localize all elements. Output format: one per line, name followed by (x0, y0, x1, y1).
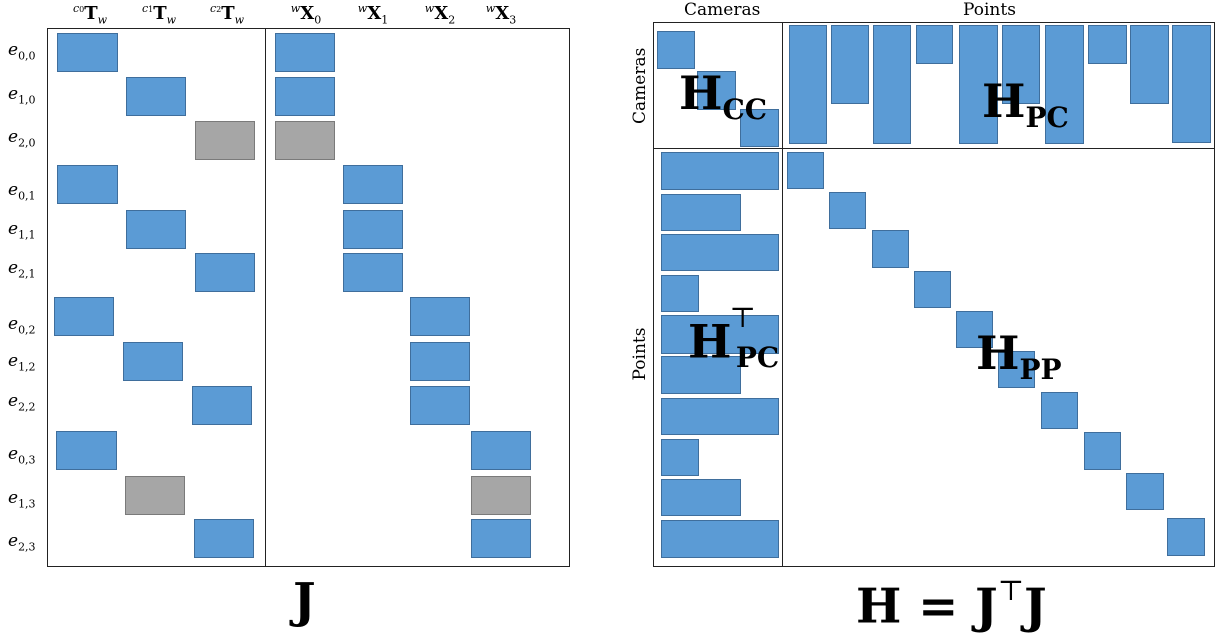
column-header-c2-tw: c2Tw (209, 2, 245, 27)
block-e23-point3 (471, 519, 531, 558)
block-e22-camera2 (192, 386, 252, 425)
row-label-e23: e2,3 (8, 531, 36, 554)
hpc-block-10 (1172, 25, 1211, 143)
hpc-block-6 (1002, 25, 1040, 104)
hpp-block-3 (872, 230, 909, 268)
hpp-block-7 (1041, 392, 1078, 429)
side-label-cameras: Cameras (630, 47, 650, 124)
hpc-block-2 (831, 25, 869, 104)
column-header-c1-tw: c1Tw (141, 2, 177, 27)
column-header-wx3: wX3 (485, 2, 517, 27)
hpct-block-1 (661, 152, 779, 190)
row-label-e21: e2,1 (8, 258, 36, 281)
hpct-block-6 (661, 356, 741, 394)
hpp-block-4 (914, 271, 951, 308)
hpct-block-2 (661, 194, 741, 231)
column-header-wx1: wX1 (357, 2, 389, 27)
block-e13-point3-missing (471, 476, 531, 515)
hpc-block-1 (789, 25, 827, 144)
row-label-e02: e0,2 (8, 314, 36, 337)
hpc-block-8 (1088, 25, 1127, 64)
hessian-vertical-divider (782, 22, 783, 567)
column-header-wx0: wX0 (290, 2, 322, 27)
hpct-block-9 (661, 479, 741, 516)
block-e03-point3 (471, 431, 531, 470)
hpc-block-3 (873, 25, 911, 144)
top-label-points: Points (963, 0, 1016, 20)
hcc-block-2 (697, 71, 736, 110)
hpp-block-2 (829, 192, 866, 229)
row-label-e10: e1,0 (8, 84, 36, 107)
hpp-block-10 (1167, 518, 1205, 556)
top-label-cameras: Cameras (684, 0, 761, 20)
row-label-e11: e1,1 (8, 219, 36, 242)
hcc-label: HCC (679, 66, 768, 126)
block-e01-camera0 (57, 165, 118, 204)
row-label-e12: e1,2 (8, 351, 36, 374)
hpc-block-5 (959, 25, 998, 144)
block-e12-camera1 (123, 342, 183, 381)
hessian-horizontal-divider (653, 148, 1215, 149)
block-e03-camera0 (56, 431, 117, 470)
block-e10-point0 (275, 77, 335, 116)
block-e12-point2 (410, 342, 470, 381)
hpct-block-8 (661, 439, 699, 476)
column-header-c0-tw: c0Tw (72, 2, 108, 27)
row-label-e22: e2,2 (8, 391, 36, 414)
row-label-e01: e0,1 (8, 180, 36, 203)
hcc-block-3 (740, 109, 779, 147)
hpc-block-7 (1045, 25, 1084, 144)
hcc-block-1 (657, 31, 695, 69)
row-label-e03: e0,3 (8, 444, 36, 467)
side-label-points: Points (630, 327, 650, 381)
hpct-block-7 (661, 398, 779, 435)
hpct-block-10 (661, 520, 779, 558)
block-e21-point1 (343, 253, 403, 292)
block-e21-camera2 (195, 253, 255, 292)
hpc-block-4 (916, 25, 953, 64)
column-header-wx2: wX2 (424, 2, 456, 27)
hpp-block-9 (1126, 473, 1164, 510)
block-e02-point2 (410, 297, 470, 336)
block-e11-point1 (343, 210, 403, 249)
row-label-e20: e2,0 (8, 127, 36, 150)
block-e13-camera1-missing (125, 476, 185, 515)
hpct-block-5 (661, 315, 779, 354)
hpp-block-8 (1084, 432, 1121, 470)
hpct-block-4 (661, 275, 699, 312)
hpp-label: HPP (976, 326, 1062, 386)
block-e00-camera0 (57, 33, 118, 72)
hpct-block-3 (661, 234, 779, 271)
block-e00-point0 (275, 33, 335, 72)
hpp-block-5 (956, 311, 993, 348)
jacobian-frame (47, 28, 570, 567)
row-label-e00: e0,0 (8, 40, 36, 63)
block-e20-camera2-missing (195, 121, 255, 160)
hpct-label: H⊤PC (688, 301, 780, 375)
block-e11-camera1 (126, 210, 186, 249)
block-e01-point1 (343, 165, 403, 204)
jacobian-title: J (293, 573, 316, 629)
hessian-title: H = J⊤J (856, 574, 1047, 634)
hpp-block-1 (787, 152, 824, 189)
hpc-label: HPC (982, 74, 1069, 134)
hpc-block-9 (1130, 25, 1169, 104)
block-e20-point0-missing (275, 121, 335, 160)
block-e22-point2 (410, 386, 470, 425)
block-e23-camera2 (194, 519, 254, 558)
row-label-e13: e1,3 (8, 488, 36, 511)
block-e02-camera0 (54, 297, 114, 336)
jacobian-divider (265, 28, 266, 567)
block-e10-camera1 (126, 77, 186, 116)
hpp-block-6 (998, 351, 1035, 388)
